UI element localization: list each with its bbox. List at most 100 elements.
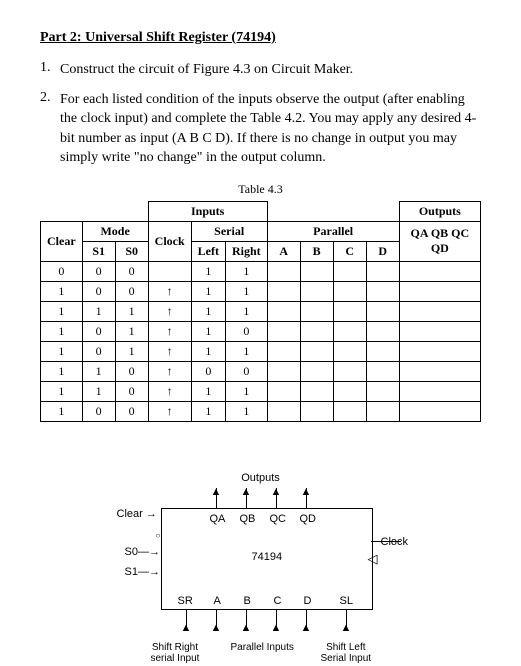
label-clear: Clear → [117, 508, 157, 520]
table-cell [333, 381, 366, 401]
col-s1: S1 [82, 241, 115, 261]
truth-table: Inputs Outputs Clear Mode Clock Serial P… [40, 201, 481, 422]
table-cell: 0 [115, 381, 148, 401]
col-inputs: Inputs [148, 201, 267, 221]
label-s1: S1—→ [125, 566, 160, 578]
table-cell [366, 301, 399, 321]
table-cell: 0 [225, 361, 267, 381]
table-cell [399, 401, 480, 421]
table-cell [300, 281, 333, 301]
table-cell [333, 301, 366, 321]
pin-qc: QC [270, 513, 287, 525]
pin-c: C [274, 595, 282, 607]
table-cell [300, 341, 333, 361]
table-cell [267, 381, 300, 401]
diagram-outputs-label: Outputs [121, 472, 401, 484]
col-qa: QA QB QC QD [399, 221, 480, 261]
table-cell: 0 [82, 261, 115, 281]
table-cell: 0 [115, 361, 148, 381]
table-cell [300, 381, 333, 401]
table-cell: 1 [191, 281, 225, 301]
col-mode: Mode [82, 221, 148, 241]
item-text: Construct the circuit of Figure 4.3 on C… [60, 60, 481, 80]
table-cell: 1 [225, 341, 267, 361]
table-row: 111↑11 [41, 301, 481, 321]
list-item: 1. Construct the circuit of Figure 4.3 o… [40, 60, 481, 80]
table-cell [399, 381, 480, 401]
table-cell: ↑ [148, 341, 191, 361]
table-cell: 1 [41, 361, 83, 381]
table-cell: 0 [115, 281, 148, 301]
pin-qb: QB [240, 513, 256, 525]
label-parallel-inputs: Parallel Inputs [231, 642, 294, 653]
table-cell: 1 [82, 301, 115, 321]
pin-b: B [244, 595, 251, 607]
table-cell: 0 [41, 261, 83, 281]
table-cell: 1 [191, 321, 225, 341]
pin-qd: QD [300, 513, 317, 525]
table-cell [267, 321, 300, 341]
col-right: Right [225, 241, 267, 261]
table-cell [366, 401, 399, 421]
col-left: Left [191, 241, 225, 261]
table-cell [366, 261, 399, 281]
table-cell [399, 361, 480, 381]
label-shift-left: Shift Left Serial Input [321, 642, 372, 664]
table-cell: 1 [225, 301, 267, 321]
chip-label: 74194 [252, 551, 283, 563]
table-cell [333, 341, 366, 361]
table-row: 110↑11 [41, 381, 481, 401]
table-cell: 1 [82, 381, 115, 401]
table-cell [366, 361, 399, 381]
table-cell: 1 [225, 401, 267, 421]
table-cell: 0 [82, 281, 115, 301]
table-cell: 1 [115, 301, 148, 321]
col-b: B [300, 241, 333, 261]
table-cell: ↑ [148, 321, 191, 341]
table-cell: 0 [115, 401, 148, 421]
label-clock: Clock [381, 536, 409, 548]
table-cell: ↑ [148, 381, 191, 401]
col-clock: Clock [148, 221, 191, 261]
pin-sr: SR [178, 595, 193, 607]
table-row: 101↑10 [41, 321, 481, 341]
table-cell: ↑ [148, 301, 191, 321]
table-cell: 1 [191, 381, 225, 401]
table-cell [300, 361, 333, 381]
table-cell: 1 [41, 301, 83, 321]
table-cell [333, 281, 366, 301]
table-cell: 1 [82, 361, 115, 381]
table-cell [366, 341, 399, 361]
table-row: 00011 [41, 261, 481, 281]
table-cell [300, 301, 333, 321]
table-cell [333, 321, 366, 341]
table-cell: 0 [225, 321, 267, 341]
table-cell: 1 [191, 261, 225, 281]
table-cell [399, 321, 480, 341]
table-row: 101↑11 [41, 341, 481, 361]
table-cell: 1 [41, 381, 83, 401]
label-s0: S0—→ [125, 546, 160, 558]
list-item: 2. For each listed condition of the inpu… [40, 90, 481, 168]
table-cell: 1 [191, 341, 225, 361]
table-cell [300, 261, 333, 281]
table-cell: 1 [225, 261, 267, 281]
table-cell: ↑ [148, 281, 191, 301]
col-serial: Serial [191, 221, 267, 241]
table-cell [300, 321, 333, 341]
table-cell [267, 281, 300, 301]
part-title: Part 2: Universal Shift Register (74194) [40, 30, 481, 46]
table-cell [267, 361, 300, 381]
table-cell: 1 [225, 281, 267, 301]
table-cell: 1 [41, 341, 83, 361]
pin-a: A [214, 595, 221, 607]
table-row: 100↑11 [41, 281, 481, 301]
table-cell: ↑ [148, 361, 191, 381]
col-s0: S0 [115, 241, 148, 261]
item-text: For each listed condition of the inputs … [60, 90, 481, 168]
table-cell: 0 [82, 341, 115, 361]
table-cell [300, 401, 333, 421]
table-cell: 0 [115, 261, 148, 281]
col-outputs: Outputs [399, 201, 480, 221]
table-cell: 1 [41, 321, 83, 341]
